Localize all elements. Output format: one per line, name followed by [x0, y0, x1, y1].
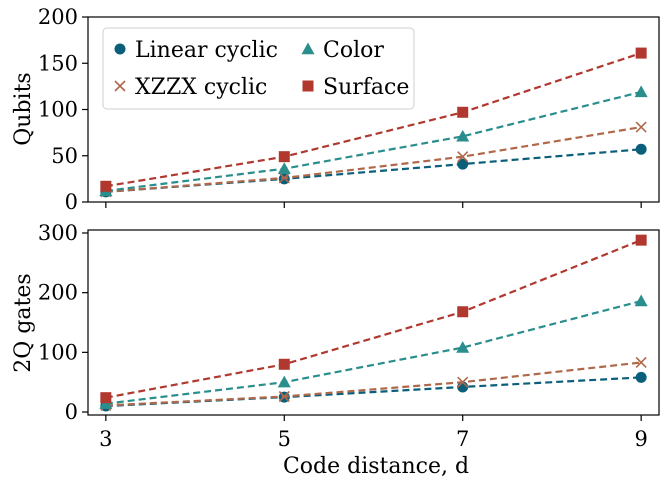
- gates-y-tick-label-0: 0: [65, 400, 78, 424]
- qubits-surface-point-3: [100, 180, 112, 192]
- qubits-color-line: [105, 90, 642, 192]
- qubits-y-tick-label-200: 200: [38, 5, 78, 29]
- gates-linear-cyclic-point-9: [635, 371, 647, 383]
- legend-xzzx-cyclic-label: XZZX cyclic: [135, 75, 267, 100]
- gates-surface-line: [105, 239, 642, 399]
- qubits-xzzx-cyclic-point-5: [278, 172, 290, 184]
- qubits-surface-point-5: [278, 151, 290, 163]
- legend-box: [102, 27, 415, 110]
- legend-color-label: Color: [323, 38, 384, 63]
- gates-y-tick-label-200: 200: [38, 281, 78, 305]
- qubits-series-layer: [99, 47, 648, 198]
- gates-y-ticks: 0 100 200 300: [38, 221, 88, 424]
- x-tick-label-3: 3: [99, 427, 112, 451]
- gates-surface-point-9: [635, 234, 647, 246]
- qubits-y-tick-label-0: 0: [65, 190, 78, 214]
- gates-xzzx-cyclic-point-9: [635, 356, 647, 369]
- gates-color-point-5: [277, 375, 291, 388]
- legend: Linear cyclic XZZX cyclic Color Surface: [102, 27, 415, 110]
- qubits-xzzx-cyclic-point-7: [457, 151, 469, 163]
- legend-linear-cyclic-label: Linear cyclic: [135, 38, 278, 63]
- qubits-panel: 0 50 100 150 200 Qubits Linear cyclic XZZX cy…: [11, 5, 660, 214]
- legend-color-marker: [301, 42, 315, 55]
- gates-x-ticks: 3 5 7 9: [99, 415, 648, 451]
- gates-panel: 0 100 200 300 3 5 7 9 2Q gates Code distance, …: [11, 221, 660, 478]
- gates-color-point-9: [634, 294, 648, 307]
- qubits-color-point-9: [634, 85, 648, 98]
- gates-xzzx-cyclic-point-5: [278, 390, 290, 403]
- qubits-y-tick-label-100: 100: [38, 98, 78, 122]
- qubits-surface-line: [105, 52, 642, 188]
- gates-xzzx-cyclic-line: [105, 361, 642, 407]
- gates-plot-frame: [87, 229, 660, 416]
- gates-surface-point-3: [100, 392, 112, 404]
- gates-surface-point-7: [457, 306, 469, 318]
- gates-color-point-7: [456, 341, 470, 353]
- qubits-color-point-7: [456, 129, 470, 142]
- gates-y-axis-label: 2Q gates: [11, 273, 36, 372]
- legend-surface-label: Surface: [323, 75, 409, 100]
- qubits-y-axis-label: Qubits: [11, 72, 36, 145]
- legend-surface-marker: [302, 80, 314, 92]
- x-tick-label-5: 5: [278, 427, 291, 451]
- qubits-linear-cyclic-point-7: [457, 158, 469, 170]
- qubits-linear-cyclic-point-9: [635, 143, 647, 155]
- gates-surface-point-5: [278, 358, 290, 370]
- qubits-y-tick-label-150: 150: [38, 51, 78, 75]
- qubits-xzzx-cyclic-point-9: [635, 121, 647, 133]
- legend-xzzx-cyclic-marker: [114, 80, 126, 92]
- qubits-x-ticks: [105, 202, 642, 208]
- x-tick-label-7: 7: [456, 427, 469, 451]
- qubits-surface-point-9: [635, 47, 647, 59]
- gates-color-line: [105, 299, 642, 405]
- qubits-y-ticks: 0 50 100 150 200: [38, 5, 88, 214]
- qubits-y-tick-label-50: 50: [51, 144, 78, 168]
- x-tick-label-9: 9: [634, 427, 647, 451]
- qubits-surface-point-7: [457, 106, 469, 118]
- qubits-color-point-5: [277, 162, 291, 174]
- gates-y-tick-label-300: 300: [38, 221, 78, 245]
- qubits-xzzx-cyclic-line: [105, 125, 642, 193]
- gates-y-tick-label-100: 100: [38, 340, 78, 364]
- legend-linear-cyclic-marker: [114, 43, 126, 55]
- gates-xzzx-cyclic-point-7: [457, 376, 469, 388]
- x-axis-label: Code distance, d: [283, 454, 469, 478]
- gates-series-layer: [99, 234, 648, 412]
